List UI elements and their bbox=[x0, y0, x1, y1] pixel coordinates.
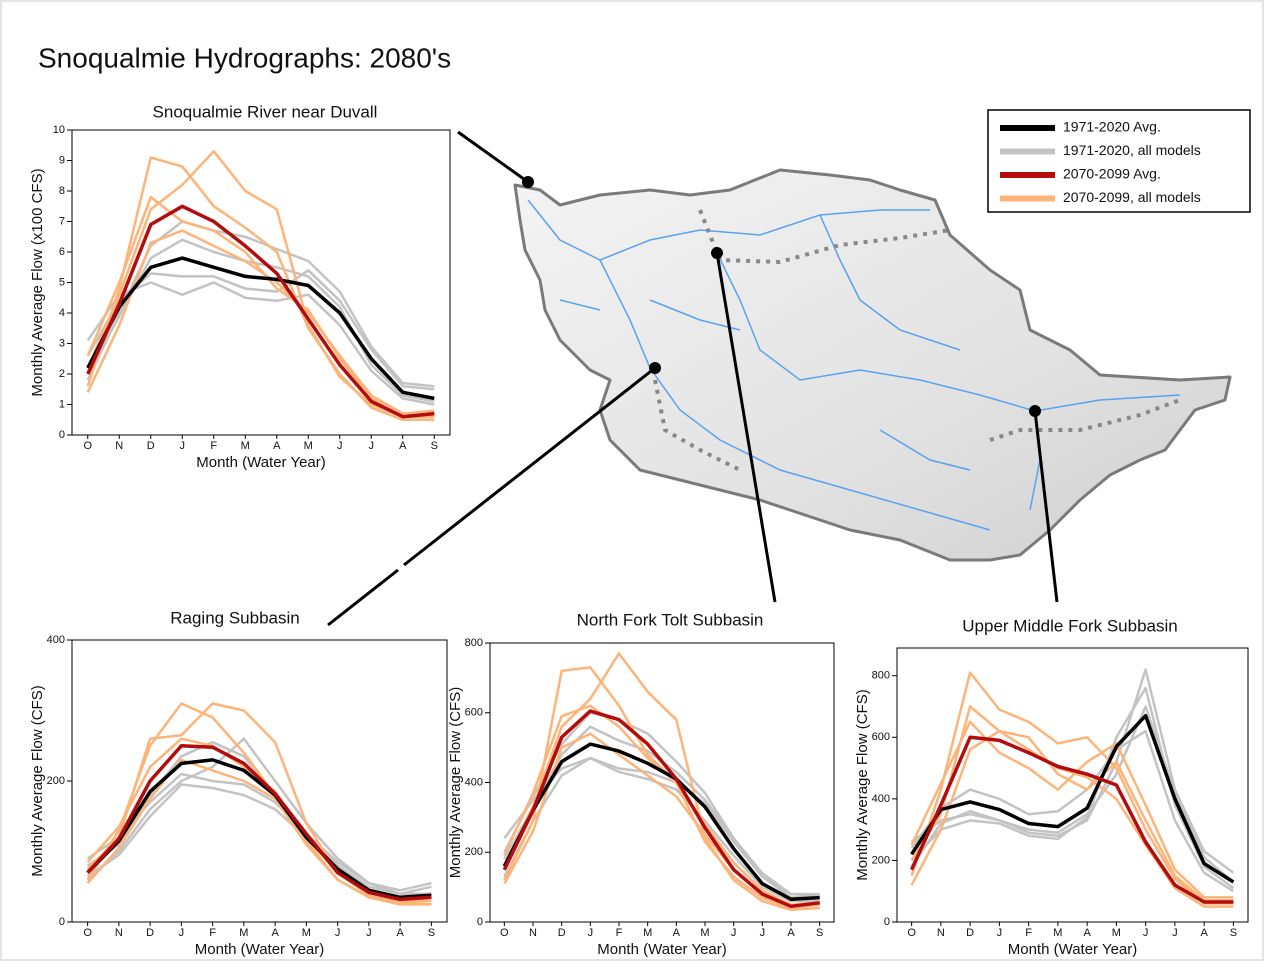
y-tick-label: 7 bbox=[59, 215, 65, 227]
x-tick-label: N bbox=[529, 927, 537, 939]
figure: Snoqualmie Hydrographs: 2080's Sno bbox=[0, 0, 1273, 969]
y-tick-label: 800 bbox=[872, 670, 890, 682]
y-tick-label: 400 bbox=[465, 776, 483, 788]
y-axis-label: Monthly Average Flow (CFS) bbox=[29, 685, 46, 876]
y-tick-label: 10 bbox=[53, 124, 65, 136]
y-tick-label: 200 bbox=[465, 846, 483, 858]
chart-title: Snoqualmie River near Duvall bbox=[153, 102, 378, 121]
legend-label: 2070-2099 Avg. bbox=[1063, 166, 1161, 182]
x-tick-label: J bbox=[1172, 927, 1178, 939]
x-tick-label: M bbox=[241, 440, 250, 452]
y-axis-label: Monthly Average Flow (CFS) bbox=[854, 689, 871, 880]
y-tick-label: 5 bbox=[59, 276, 65, 288]
chart-title: Upper Middle Fork Subbasin bbox=[962, 616, 1177, 635]
x-tick-label: A bbox=[271, 927, 279, 939]
y-tick-label: 8 bbox=[59, 185, 65, 197]
y-axis-label: Monthly Average Flow (CFS) bbox=[447, 687, 464, 878]
x-tick-label: J bbox=[179, 927, 185, 939]
x-tick-label: D bbox=[147, 440, 155, 452]
x-tick-label: F bbox=[616, 927, 623, 939]
x-axis-label: Month (Water Year) bbox=[1008, 941, 1138, 958]
y-tick-label: 3 bbox=[59, 337, 65, 349]
x-tick-label: F bbox=[1025, 927, 1032, 939]
x-tick-label: J bbox=[731, 927, 737, 939]
y-tick-label: 0 bbox=[477, 916, 483, 928]
page-title: Snoqualmie Hydrographs: 2080's bbox=[38, 42, 451, 73]
x-tick-label: D bbox=[146, 927, 154, 939]
x-tick-label: O bbox=[500, 927, 509, 939]
x-tick-label: A bbox=[273, 440, 281, 452]
x-tick-label: J bbox=[366, 927, 372, 939]
x-tick-label: S bbox=[1230, 927, 1237, 939]
y-tick-label: 1 bbox=[59, 398, 65, 410]
x-tick-label: A bbox=[1200, 927, 1208, 939]
x-tick-label: N bbox=[937, 927, 945, 939]
x-tick-label: S bbox=[431, 440, 438, 452]
x-tick-label: D bbox=[558, 927, 566, 939]
legend-label: 1971-2020, all models bbox=[1063, 142, 1201, 158]
x-tick-label: J bbox=[335, 927, 341, 939]
x-axis-label: Month (Water Year) bbox=[195, 941, 325, 958]
y-tick-label: 200 bbox=[47, 775, 65, 787]
x-tick-label: J bbox=[180, 440, 186, 452]
x-tick-label: S bbox=[428, 927, 435, 939]
x-tick-label: N bbox=[115, 927, 123, 939]
y-tick-label: 200 bbox=[872, 854, 890, 866]
y-tick-label: 6 bbox=[59, 246, 65, 258]
y-tick-label: 600 bbox=[872, 731, 890, 743]
x-tick-label: M bbox=[700, 927, 709, 939]
x-tick-label: D bbox=[966, 927, 974, 939]
legend-label: 1971-2020 Avg. bbox=[1063, 119, 1161, 135]
x-tick-label: M bbox=[1053, 927, 1062, 939]
x-tick-label: J bbox=[588, 927, 594, 939]
x-tick-label: O bbox=[83, 927, 92, 939]
chart-title: Raging Subbasin bbox=[170, 608, 299, 627]
x-tick-label: N bbox=[115, 440, 123, 452]
y-axis-label: Monthly Average Flow (x100 CFS) bbox=[29, 168, 46, 396]
y-tick-label: 0 bbox=[59, 916, 65, 928]
x-tick-label: M bbox=[643, 927, 652, 939]
legend-label: 2070-2099, all models bbox=[1063, 189, 1201, 205]
x-tick-label: O bbox=[83, 440, 92, 452]
x-tick-label: M bbox=[239, 927, 248, 939]
y-tick-label: 0 bbox=[884, 916, 890, 928]
y-tick-label: 600 bbox=[465, 707, 483, 719]
y-tick-label: 4 bbox=[59, 307, 65, 319]
x-tick-label: J bbox=[997, 927, 1003, 939]
x-tick-label: M bbox=[1112, 927, 1121, 939]
x-tick-label: O bbox=[907, 927, 916, 939]
x-tick-label: M bbox=[302, 927, 311, 939]
y-tick-label: 800 bbox=[465, 637, 483, 649]
x-tick-label: J bbox=[1143, 927, 1149, 939]
y-tick-label: 400 bbox=[872, 793, 890, 805]
x-tick-label: M bbox=[304, 440, 313, 452]
y-tick-label: 400 bbox=[47, 634, 65, 646]
x-tick-label: J bbox=[369, 440, 375, 452]
x-tick-label: F bbox=[209, 927, 216, 939]
chart-title: North Fork Tolt Subbasin bbox=[577, 610, 764, 629]
x-axis-label: Month (Water Year) bbox=[196, 454, 326, 471]
x-tick-label: A bbox=[787, 927, 795, 939]
y-tick-label: 2 bbox=[59, 368, 65, 380]
y-tick-label: 9 bbox=[59, 154, 65, 166]
y-tick-label: 0 bbox=[59, 429, 65, 441]
x-tick-label: S bbox=[816, 927, 823, 939]
x-tick-label: A bbox=[673, 927, 681, 939]
x-tick-label: A bbox=[396, 927, 404, 939]
x-tick-label: J bbox=[337, 440, 343, 452]
x-tick-label: A bbox=[399, 440, 407, 452]
x-tick-label: F bbox=[210, 440, 217, 452]
x-axis-label: Month (Water Year) bbox=[597, 941, 727, 958]
x-tick-label: A bbox=[1083, 927, 1091, 939]
page: Snoqualmie Hydrographs: 2080's Sno bbox=[0, 0, 1273, 969]
x-tick-label: J bbox=[760, 927, 766, 939]
